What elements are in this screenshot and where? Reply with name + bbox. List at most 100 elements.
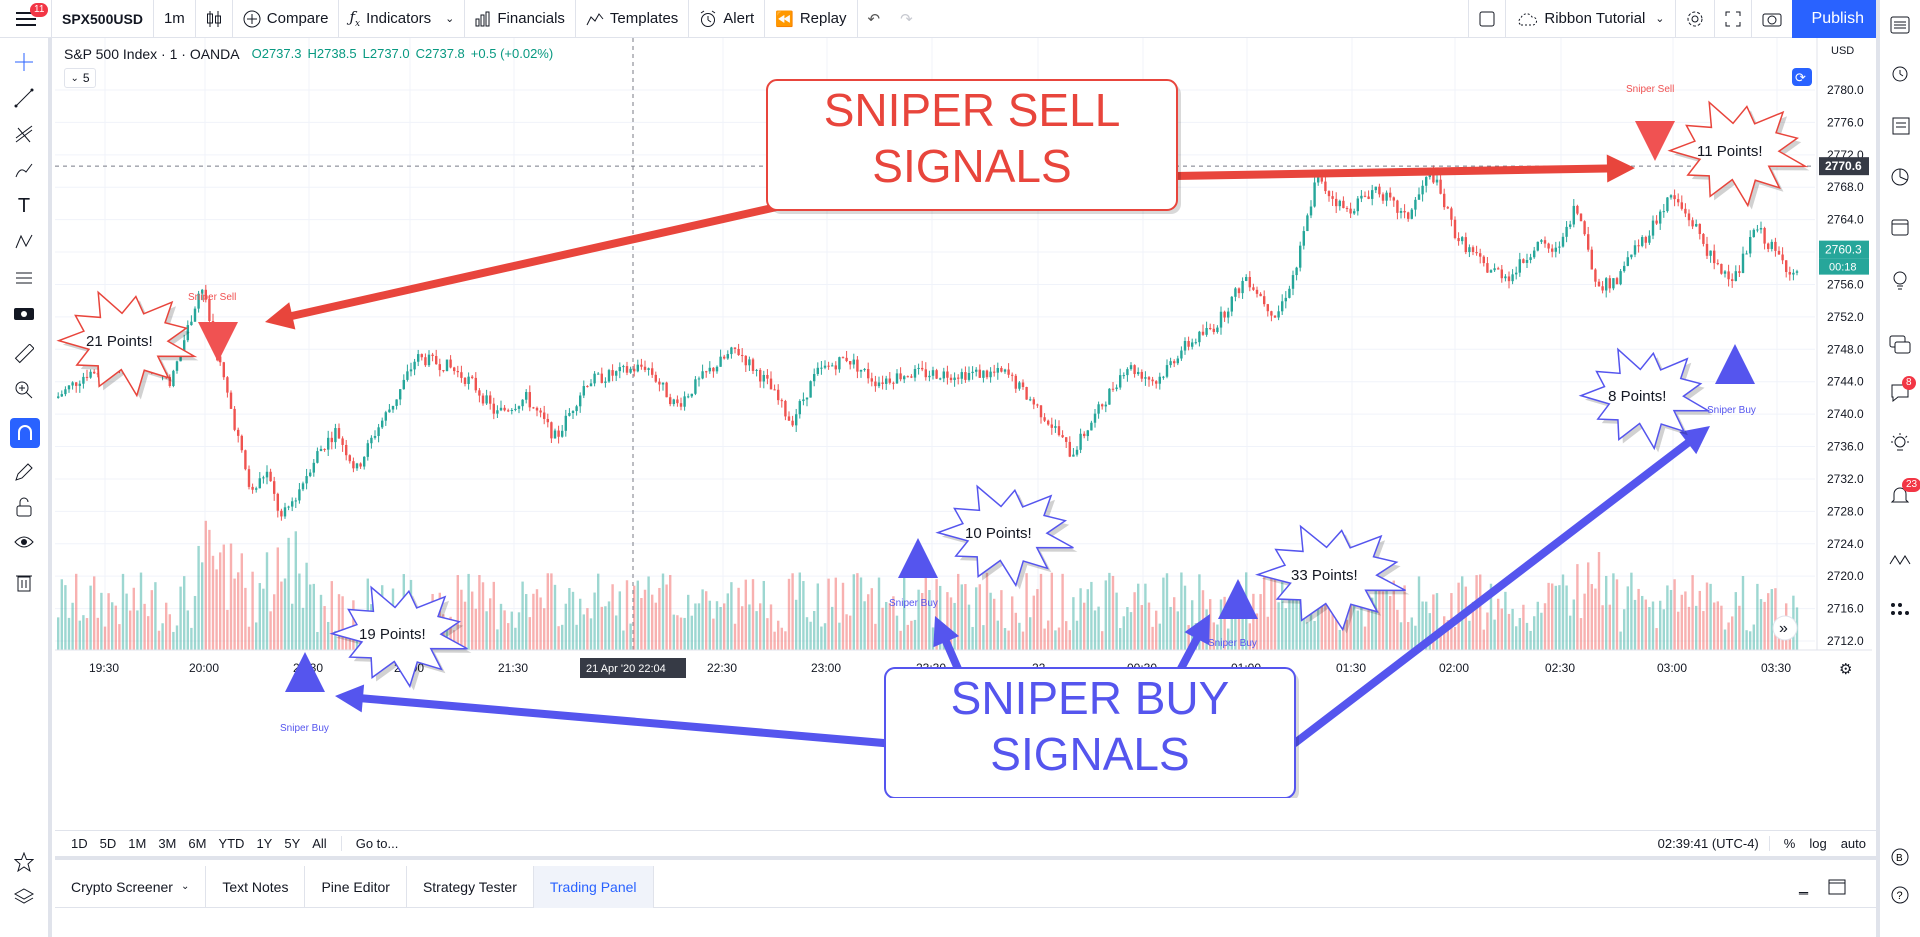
magnet-tool[interactable] bbox=[10, 418, 40, 448]
fullscreen-layout-button[interactable] bbox=[1468, 0, 1507, 38]
interval-button[interactable]: 1m bbox=[154, 0, 196, 38]
gift-button[interactable]: B bbox=[1880, 842, 1920, 872]
volume-bar bbox=[1695, 605, 1698, 650]
tab-pine-editor[interactable]: Pine Editor bbox=[305, 865, 407, 908]
rewind-icon: ⏪ bbox=[775, 10, 794, 28]
order-panel-button[interactable] bbox=[1880, 545, 1920, 575]
publish-button[interactable]: Publish bbox=[1791, 0, 1884, 38]
minimize-panel-icon[interactable]: ‗ bbox=[1799, 877, 1808, 895]
range-1d[interactable]: 1D bbox=[71, 836, 88, 851]
price-chart[interactable]: USD2780.02776.02772.02768.02764.02760.02… bbox=[55, 38, 1872, 798]
candle-body bbox=[1713, 250, 1716, 264]
notifications-button[interactable]: 23 bbox=[1880, 478, 1920, 510]
text-tool[interactable]: T bbox=[0, 192, 48, 220]
auto-toggle[interactable]: auto bbox=[1840, 836, 1866, 851]
chart-type-button[interactable] bbox=[196, 0, 233, 38]
candle-body bbox=[1273, 315, 1277, 318]
candle-body bbox=[1075, 449, 1079, 455]
prediction-tool[interactable] bbox=[0, 264, 48, 292]
lock-drawings-tool[interactable] bbox=[0, 493, 48, 521]
candle-body bbox=[388, 409, 391, 413]
measure-money-tool[interactable] bbox=[0, 300, 48, 328]
alerts-panel-button[interactable] bbox=[1880, 58, 1920, 88]
calendar-button[interactable] bbox=[1880, 212, 1920, 242]
legend-collapse-button[interactable]: ⌄ 5 bbox=[64, 68, 96, 88]
tab-text-notes[interactable]: Text Notes bbox=[206, 865, 306, 908]
brush-tool[interactable] bbox=[0, 156, 48, 184]
candle-body bbox=[795, 414, 798, 426]
layout-menu-button[interactable]: Ribbon Tutorial ⌄ bbox=[1506, 0, 1676, 38]
candle-body bbox=[226, 377, 229, 393]
hide-drawings-tool[interactable] bbox=[0, 528, 48, 556]
dom-button[interactable] bbox=[1880, 595, 1920, 625]
chart-area[interactable]: USD2780.02776.02772.02768.02764.02760.02… bbox=[55, 38, 1872, 798]
pattern-tool[interactable] bbox=[0, 228, 48, 256]
range-6m[interactable]: 6M bbox=[188, 836, 207, 851]
clock-display[interactable]: 02:39:41 (UTC-4) bbox=[1658, 836, 1770, 851]
volume-bar bbox=[546, 573, 549, 650]
goto-button[interactable]: Go to... bbox=[340, 836, 405, 851]
remove-drawings-tool[interactable] bbox=[0, 568, 48, 596]
indicators-button[interactable]: ƒx Indicators ⌄ bbox=[339, 0, 466, 38]
percent-toggle[interactable]: % bbox=[1783, 836, 1796, 851]
watchlist-button[interactable] bbox=[1880, 10, 1920, 40]
stay-drawing-tool[interactable] bbox=[0, 458, 48, 486]
data-window-button[interactable] bbox=[1880, 110, 1920, 140]
compare-button[interactable]: Compare bbox=[233, 0, 340, 38]
buy-arrow-far-head bbox=[1679, 426, 1710, 455]
tab-strategy-tester[interactable]: Strategy Tester bbox=[407, 865, 534, 908]
range-ytd[interactable]: YTD bbox=[218, 836, 245, 851]
range-1y[interactable]: 1Y bbox=[256, 836, 273, 851]
replay-button[interactable]: ⏪ Replay bbox=[765, 0, 858, 38]
ruler-tool[interactable] bbox=[0, 340, 48, 368]
object-tree-tool[interactable] bbox=[0, 883, 48, 911]
candle-body bbox=[787, 416, 791, 421]
settings-button[interactable] bbox=[1676, 0, 1715, 38]
volume-bar bbox=[507, 623, 510, 650]
financials-button[interactable]: Financials bbox=[465, 0, 576, 38]
candle-body bbox=[852, 359, 855, 365]
templates-button[interactable]: Templates bbox=[576, 0, 690, 38]
zoom-tool[interactable] bbox=[0, 376, 48, 404]
alert-button[interactable]: Alert bbox=[689, 0, 766, 38]
range-3m[interactable]: 3M bbox=[158, 836, 177, 851]
redo-button[interactable]: ↷ bbox=[890, 0, 923, 38]
volume-bar bbox=[669, 574, 672, 650]
candle-body bbox=[615, 371, 618, 376]
main-menu-button[interactable]: 11 bbox=[0, 0, 52, 38]
range-5d[interactable]: 5D bbox=[99, 836, 117, 851]
favorites-tool[interactable] bbox=[0, 848, 48, 876]
chats-button[interactable]: 8 bbox=[1880, 376, 1920, 408]
range-1m[interactable]: 1M bbox=[128, 836, 147, 851]
snapshot-button[interactable] bbox=[1752, 0, 1792, 38]
maximize-panel-icon[interactable] bbox=[1828, 879, 1846, 895]
crosshair-tool[interactable] bbox=[0, 48, 48, 76]
tab-trading-panel[interactable]: Trading Panel bbox=[533, 865, 654, 908]
symbol-search-button[interactable]: SPX500USD bbox=[52, 0, 154, 38]
volume-bar bbox=[784, 631, 787, 650]
volume-bar bbox=[291, 603, 294, 650]
fib-tool[interactable] bbox=[0, 120, 48, 148]
log-toggle[interactable]: log bbox=[1809, 836, 1827, 851]
idea-stream-button[interactable] bbox=[1880, 428, 1920, 458]
volume-bar bbox=[726, 593, 729, 650]
hotlists-button[interactable] bbox=[1880, 162, 1920, 192]
points-burst bbox=[329, 585, 468, 689]
candles-layer bbox=[57, 165, 1799, 521]
undo-button[interactable]: ↶ bbox=[858, 0, 891, 38]
tab-crypto-screener[interactable]: Crypto Screener ⌄ bbox=[55, 865, 207, 908]
candle-body bbox=[715, 366, 719, 372]
candle-body bbox=[1151, 379, 1154, 382]
candle-body bbox=[1453, 219, 1457, 239]
fullscreen-button[interactable] bbox=[1715, 0, 1752, 38]
candle-body bbox=[481, 395, 485, 404]
trendline-tool[interactable] bbox=[0, 84, 48, 112]
range-5y[interactable]: 5Y bbox=[284, 836, 301, 851]
range-all[interactable]: All bbox=[312, 836, 327, 851]
ideas-button[interactable] bbox=[1880, 265, 1920, 295]
help-button[interactable]: ? bbox=[1880, 880, 1920, 910]
candle-body bbox=[1162, 376, 1165, 378]
streams-button[interactable] bbox=[1880, 330, 1920, 360]
sell-signal-marker bbox=[198, 322, 238, 362]
volume-bar bbox=[964, 584, 967, 650]
